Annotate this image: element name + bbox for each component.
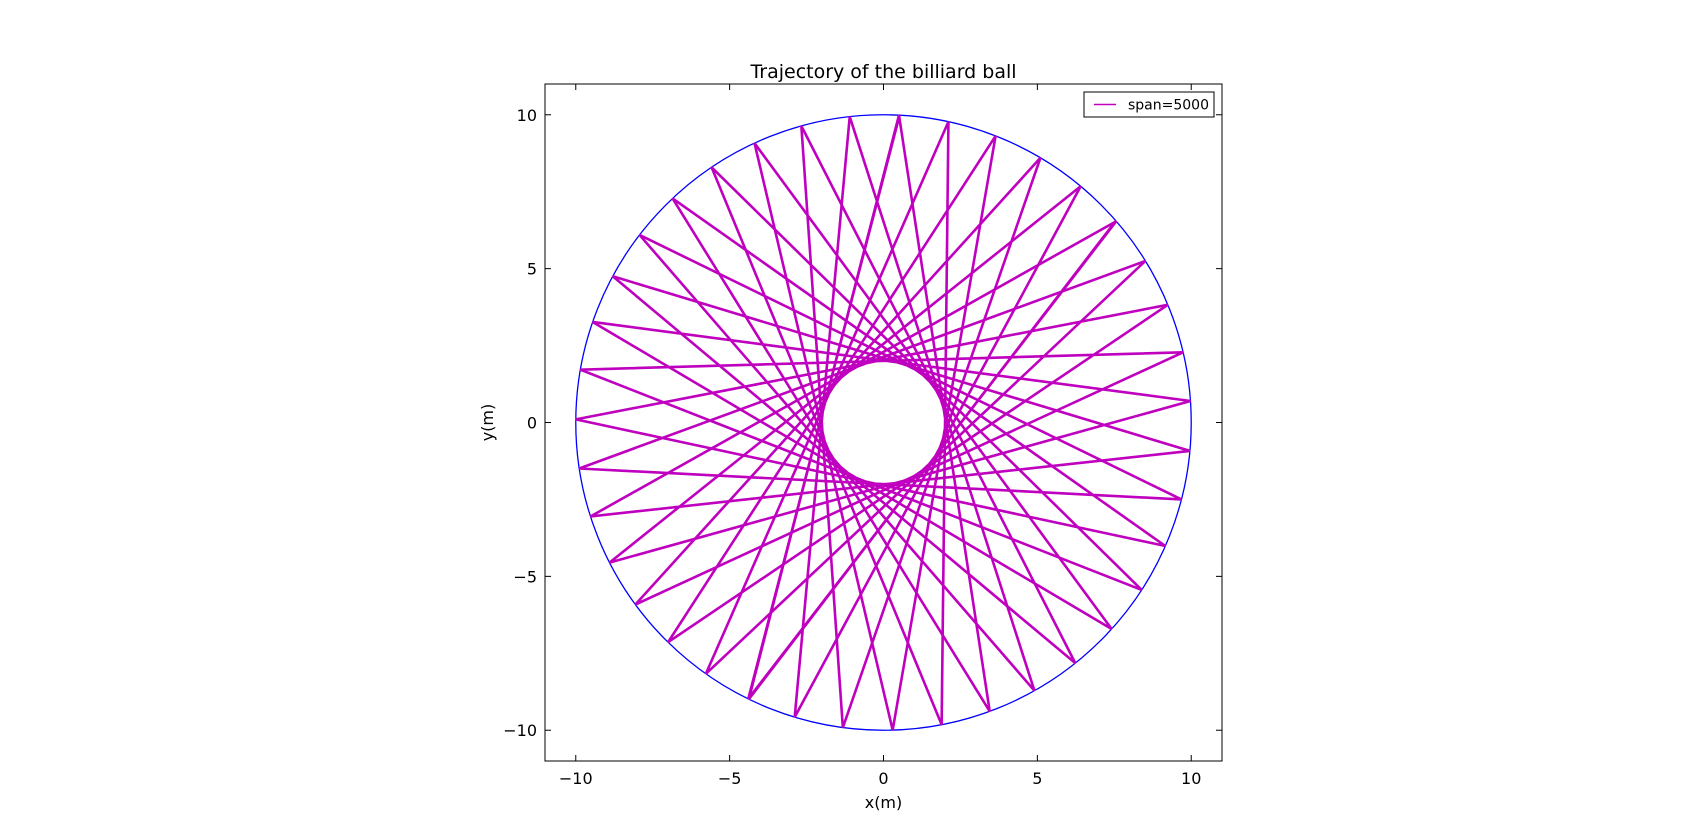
x-tick-label: 5 xyxy=(1032,769,1042,788)
x-axis-title: x(m) xyxy=(865,793,903,812)
legend-label-span: span=5000 xyxy=(1128,98,1209,114)
y-tick-label: 10 xyxy=(517,106,537,125)
trajectory-line xyxy=(575,114,1191,731)
y-tick-label: −5 xyxy=(513,567,537,586)
boundary-circle xyxy=(575,114,1192,731)
plot-area xyxy=(575,114,1192,731)
y-tick-label: 5 xyxy=(527,260,537,279)
y-tick-label: 0 xyxy=(527,414,537,433)
x-tick-label: −5 xyxy=(718,769,742,788)
legend: span=5000 xyxy=(1083,91,1215,118)
x-tick-label: −10 xyxy=(559,769,593,788)
x-tick-label: 0 xyxy=(878,769,888,788)
chart-title: Trajectory of the billiard ball xyxy=(749,61,1016,83)
y-axis-title: y(m) xyxy=(478,404,497,442)
x-tick-label: 10 xyxy=(1181,769,1201,788)
y-tick-label: −10 xyxy=(503,721,537,740)
axis-ticks: −10 −5 0 5 10 −10 −5 0 5 10 xyxy=(503,84,1222,788)
